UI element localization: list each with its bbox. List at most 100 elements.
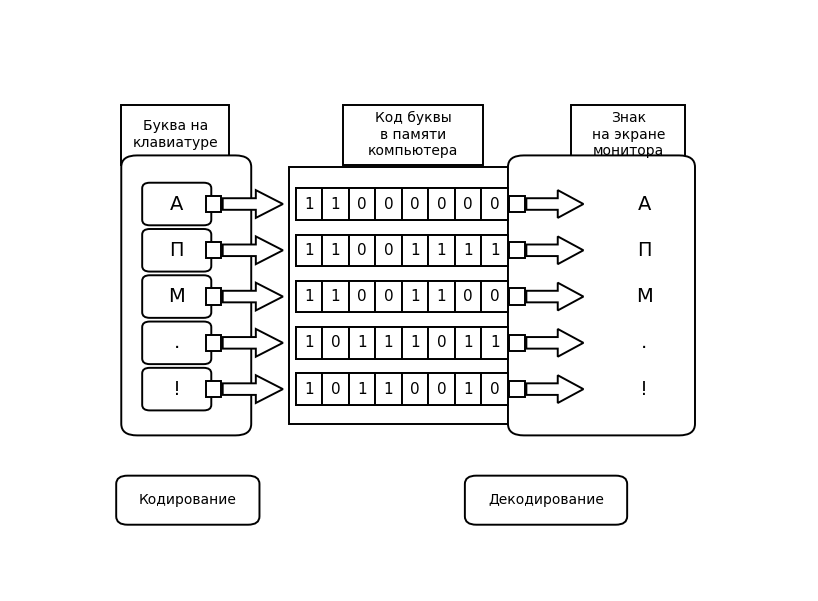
Text: 1: 1 [304,197,313,212]
Text: 0: 0 [437,382,447,397]
FancyBboxPatch shape [116,475,259,525]
Bar [482,281,508,313]
Text: Кодирование: Кодирование [139,493,236,507]
Polygon shape [222,282,283,311]
Text: 0: 0 [463,289,473,304]
Bar [205,196,222,212]
Text: 1: 1 [411,335,420,350]
Bar [510,335,525,351]
Bar [322,327,348,359]
Text: 0: 0 [490,382,500,397]
Text: П: П [169,241,184,260]
Bar [402,281,429,313]
Polygon shape [526,190,583,218]
FancyBboxPatch shape [142,368,211,410]
Text: 0: 0 [411,382,420,397]
FancyBboxPatch shape [142,229,211,272]
Bar [402,373,429,405]
Bar [455,281,482,313]
Text: 1: 1 [330,197,340,212]
Text: 0: 0 [384,197,393,212]
Bar [295,373,322,405]
Text: 1: 1 [384,382,393,397]
Polygon shape [222,375,283,403]
Text: 1: 1 [463,335,473,350]
Text: !: ! [173,380,181,398]
Bar [482,188,508,220]
Bar [322,188,348,220]
Bar [348,234,375,266]
Text: 1: 1 [437,289,447,304]
Text: М: М [169,287,185,306]
Bar [295,234,508,266]
Bar [205,381,222,397]
Bar [295,327,508,359]
Bar [510,381,525,397]
Text: 1: 1 [304,382,313,397]
Bar [295,234,322,266]
Bar [375,234,402,266]
Text: 1: 1 [463,243,473,258]
Text: Декодирование: Декодирование [488,493,604,507]
Text: 1: 1 [384,335,393,350]
FancyBboxPatch shape [142,322,211,364]
Bar [348,281,375,313]
FancyBboxPatch shape [142,183,211,225]
Text: 0: 0 [384,289,393,304]
Bar [295,327,322,359]
Bar [295,373,508,405]
FancyBboxPatch shape [142,275,211,318]
Bar [402,327,429,359]
Polygon shape [222,329,283,357]
Bar [375,188,402,220]
Bar [348,188,375,220]
Bar [429,234,455,266]
Bar [295,281,508,313]
Text: 1: 1 [411,243,420,258]
Bar [510,196,525,212]
Bar [510,242,525,258]
Bar [429,373,455,405]
Text: 1: 1 [304,289,313,304]
Polygon shape [526,375,583,403]
Bar [455,327,482,359]
Bar [295,188,322,220]
Text: Знак
на экране
монитора: Знак на экране монитора [591,111,665,158]
Polygon shape [526,236,583,264]
Text: .: . [173,334,180,352]
Text: 1: 1 [411,289,420,304]
Text: 0: 0 [330,382,340,397]
Text: 1: 1 [304,243,313,258]
Bar [121,105,229,165]
Bar [205,335,222,351]
Text: 0: 0 [357,197,366,212]
Bar [482,373,508,405]
Bar [402,188,429,220]
Bar [429,188,455,220]
FancyBboxPatch shape [508,156,695,435]
Bar [295,281,322,313]
Bar [348,327,375,359]
Text: 0: 0 [357,289,366,304]
Bar [375,281,402,313]
Bar [290,167,515,424]
Text: А: А [637,195,651,213]
Bar [205,288,222,305]
Bar [455,188,482,220]
Bar [455,234,482,266]
Bar [295,188,508,220]
Text: 0: 0 [463,197,473,212]
Text: Буква на
клавиатуре: Буква на клавиатуре [133,120,218,150]
Text: 1: 1 [490,243,500,258]
Bar [571,105,685,165]
Text: !: ! [640,380,648,398]
Bar [375,327,402,359]
Bar [322,281,348,313]
Polygon shape [526,282,583,311]
Text: 1: 1 [357,335,366,350]
Text: 0: 0 [330,335,340,350]
Text: 1: 1 [490,335,500,350]
Bar [429,281,455,313]
Polygon shape [222,236,283,264]
Text: .: . [641,334,647,352]
